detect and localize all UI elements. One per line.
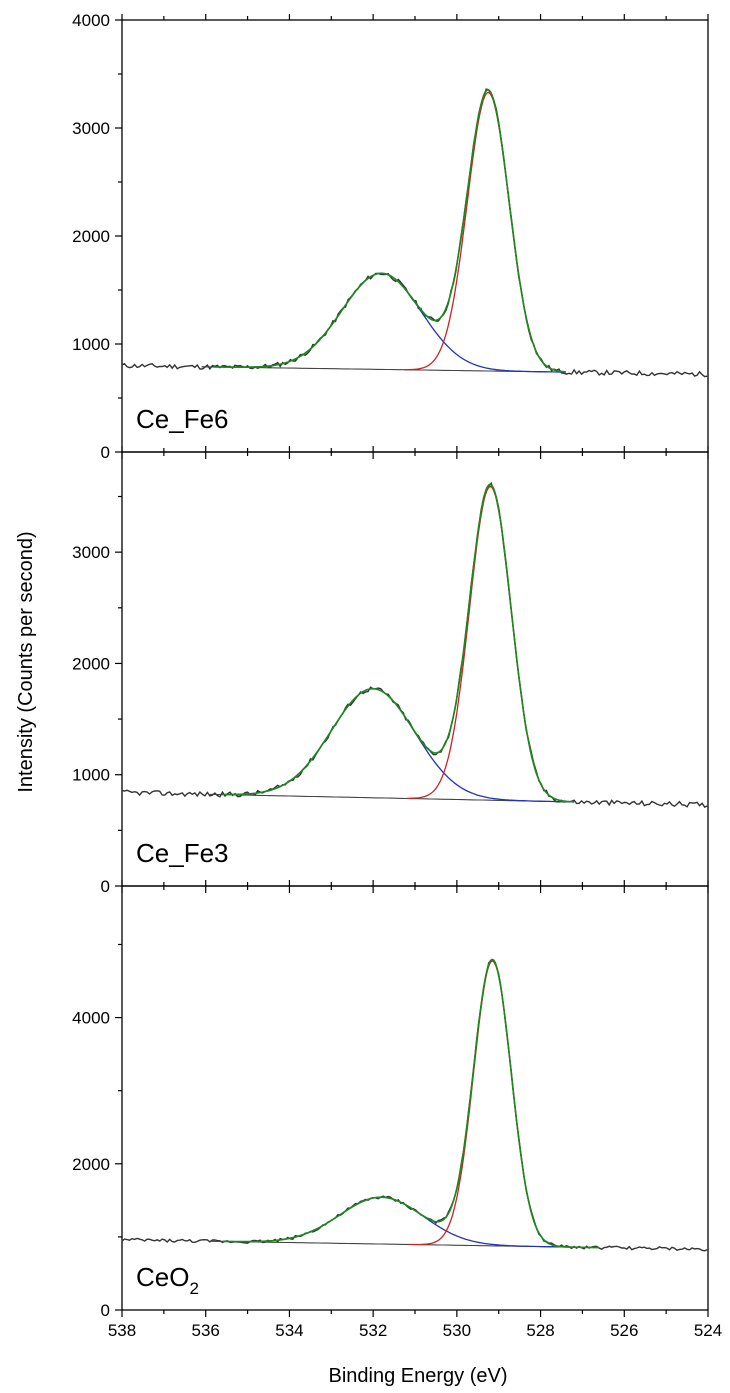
fit-envelope-line — [222, 483, 575, 803]
x-tick-label: 530 — [443, 1321, 471, 1340]
y-tick-label: 0 — [101, 443, 110, 462]
lattice-oxygen-peak-line — [406, 485, 575, 803]
y-tick-label: 3000 — [72, 119, 110, 138]
plot-frame — [121, 885, 709, 1311]
y-tick-label: 3000 — [72, 543, 110, 562]
y-tick-label: 2000 — [72, 1155, 110, 1174]
panel-label: CeO2 — [136, 1262, 199, 1298]
raw-data-line — [121, 88, 708, 378]
x-tick-label: 526 — [610, 1321, 638, 1340]
panel-label: Ce_Fe3 — [136, 838, 229, 868]
x-tick-label: 524 — [694, 1321, 722, 1340]
y-tick-label: 4000 — [72, 11, 110, 30]
background-line — [201, 366, 566, 373]
panel-label-subscript: 2 — [189, 1279, 198, 1298]
raw-data-line — [121, 481, 708, 808]
y-tick-label: 0 — [101, 1301, 110, 1320]
x-tick-label: 534 — [275, 1321, 303, 1340]
y-tick-label: 0 — [101, 877, 110, 896]
y-tick-label: 1000 — [72, 335, 110, 354]
y-axis-title: Intensity (Counts per second) — [15, 531, 37, 792]
surface-oxygen-peak-line — [214, 272, 566, 373]
raw-data-line — [121, 959, 708, 1252]
y-tick-label: 4000 — [72, 1009, 110, 1028]
x-axis-title: Binding Energy (eV) — [329, 1365, 508, 1387]
panel-3: 0 2000 4000 CeO2 — [72, 880, 709, 1320]
x-tick-label: 536 — [192, 1321, 220, 1340]
fit-envelope-line — [222, 958, 600, 1249]
x-tick-label: 532 — [359, 1321, 387, 1340]
x-tick-label: 528 — [526, 1321, 554, 1340]
fit-envelope-line — [214, 89, 566, 373]
plot-frame — [121, 451, 709, 887]
panel-2: 0 1000 2000 3000 Ce_Fe3 — [72, 446, 709, 896]
panel-label: Ce_Fe6 — [136, 404, 229, 434]
panels-layer: 0 1000 2000 3000 4000 Ce_Fe6 0 1000 2000 3000 Ce_F… — [72, 11, 722, 1340]
panel-1: 0 1000 2000 3000 4000 Ce_Fe6 — [72, 11, 709, 462]
x-tick-label: 538 — [108, 1321, 136, 1340]
y-tick-label: 2000 — [72, 227, 110, 246]
y-tick-label: 1000 — [72, 766, 110, 785]
plot-frame — [121, 19, 709, 453]
lattice-oxygen-peak-line — [404, 91, 566, 373]
y-tick-label: 2000 — [72, 654, 110, 673]
